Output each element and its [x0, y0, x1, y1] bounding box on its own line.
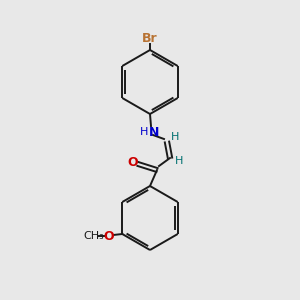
Text: N: N	[149, 125, 159, 139]
Text: CH₃: CH₃	[83, 231, 104, 241]
Text: H: H	[171, 132, 179, 142]
Text: Br: Br	[142, 32, 158, 46]
Text: O: O	[128, 157, 138, 169]
Text: O: O	[103, 230, 114, 242]
Text: H: H	[175, 156, 183, 166]
Text: H: H	[140, 127, 148, 137]
